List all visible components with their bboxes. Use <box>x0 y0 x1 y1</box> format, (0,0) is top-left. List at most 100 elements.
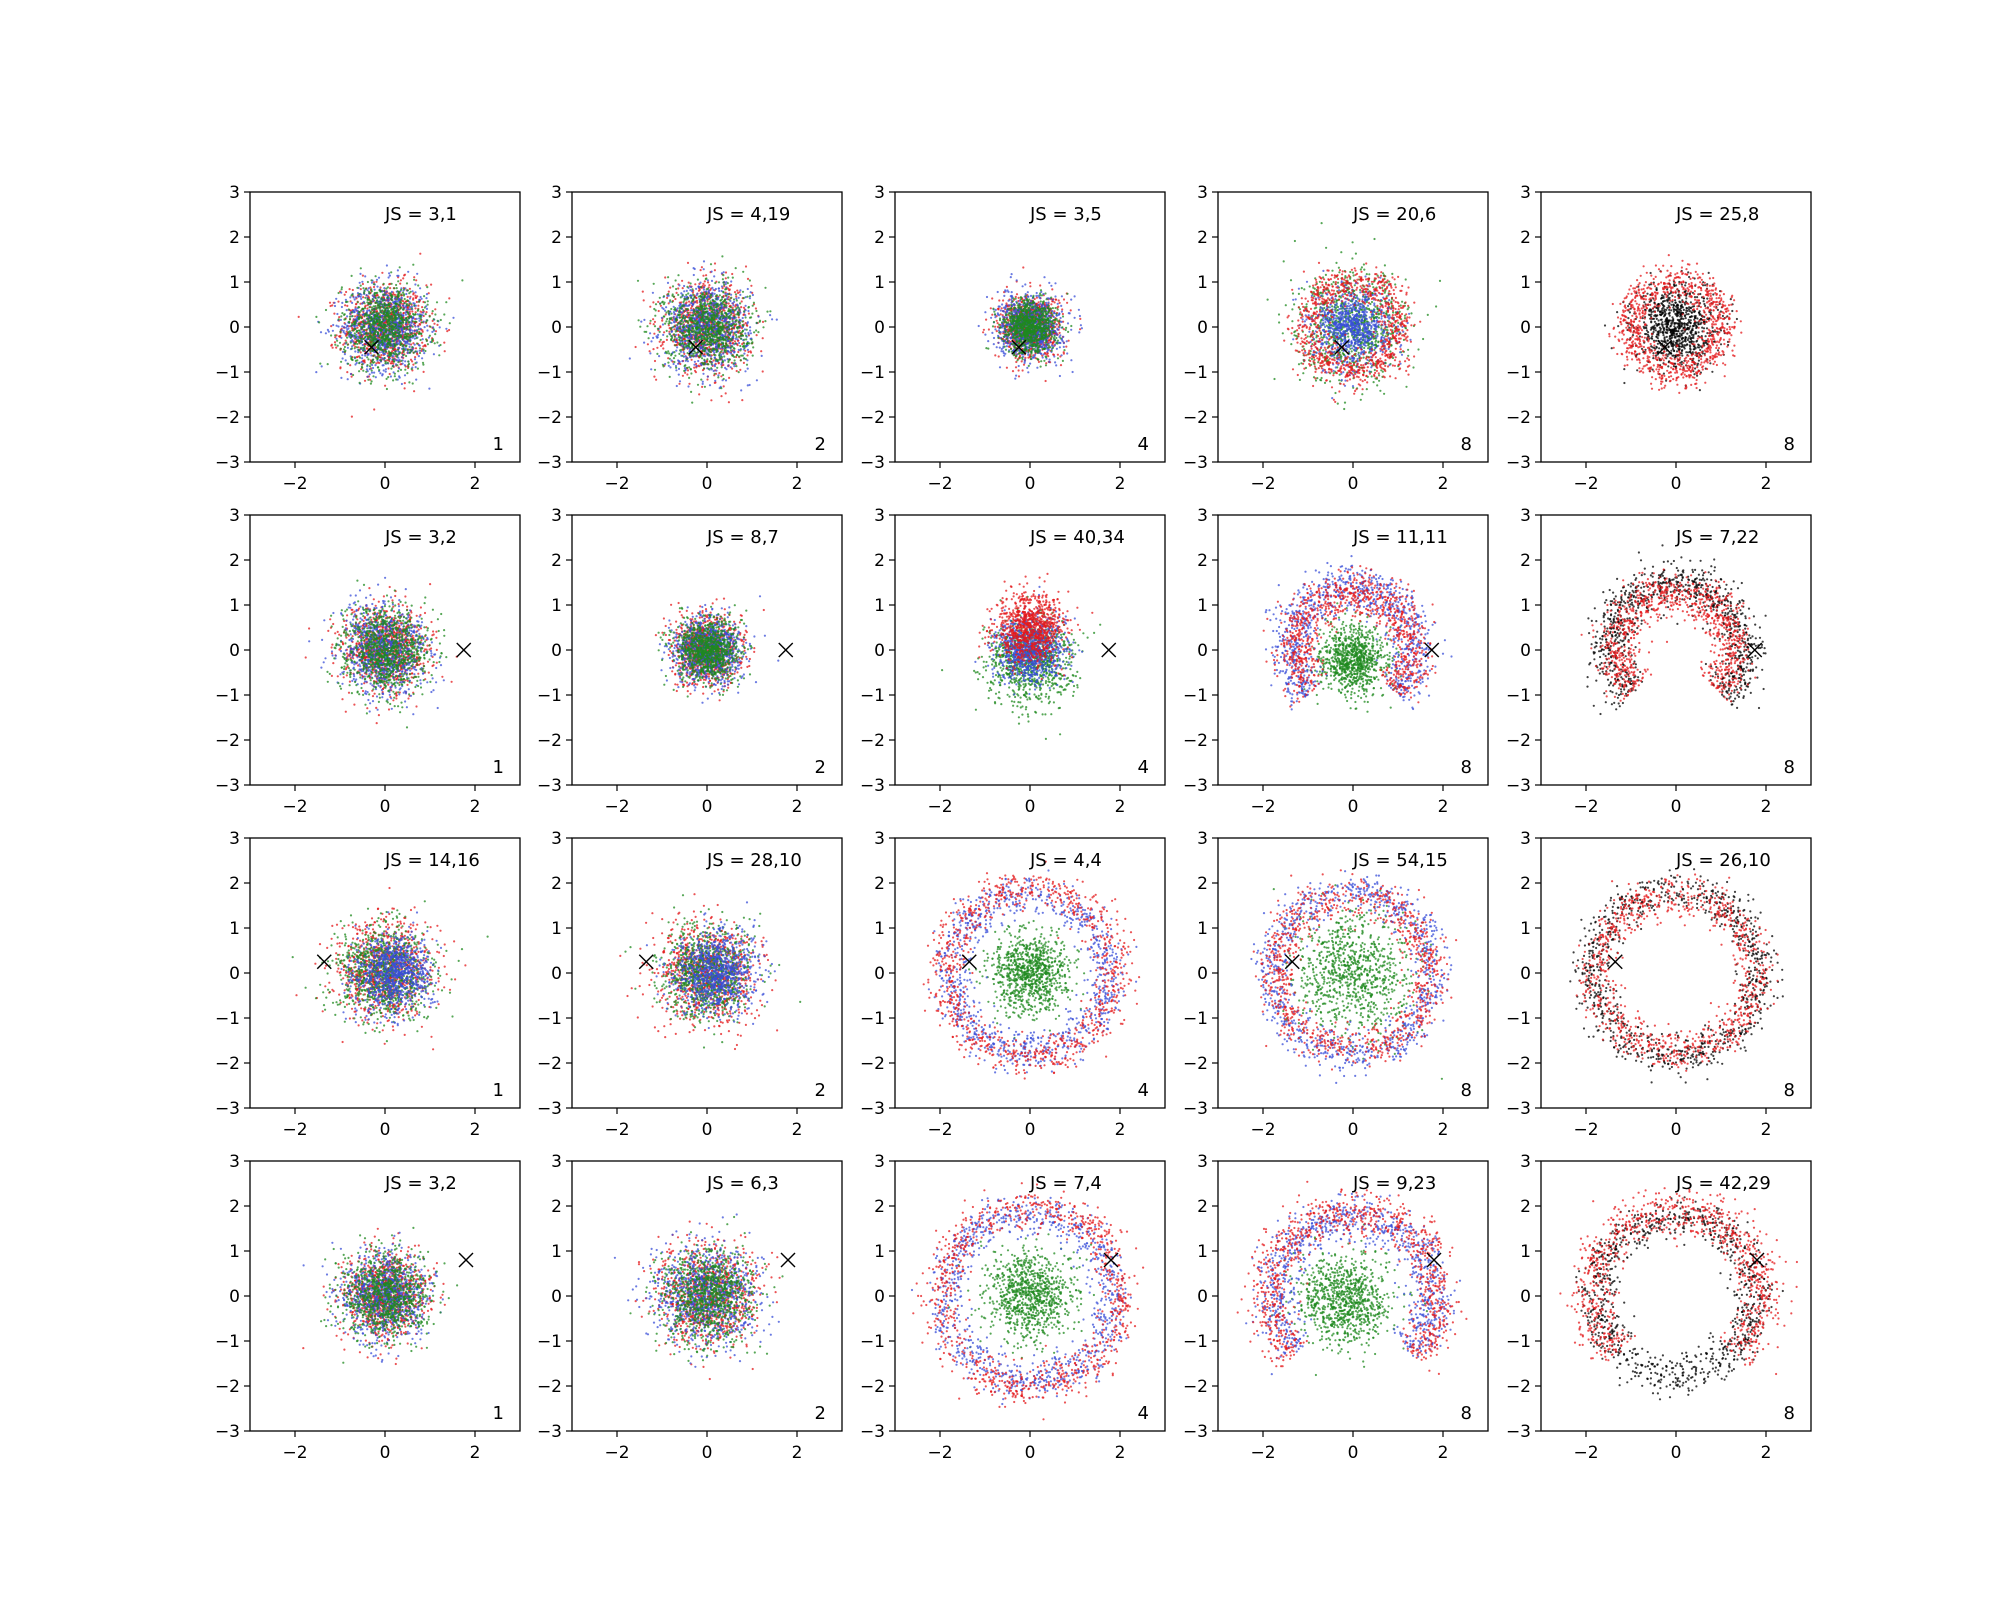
scatter-point <box>448 328 451 332</box>
scatter-point <box>725 306 728 309</box>
scatter-point <box>376 324 379 327</box>
scatter-point <box>745 363 749 366</box>
scatter-point <box>728 298 731 301</box>
scatter-point <box>370 354 373 357</box>
scatter-point <box>350 358 354 361</box>
scatter-point <box>387 307 390 310</box>
scatter-point <box>403 302 406 305</box>
scatter-point <box>717 314 721 317</box>
scatter-point <box>405 316 408 319</box>
scatter-point <box>734 337 737 340</box>
scatter-point <box>422 308 425 312</box>
scatter-point <box>681 287 684 290</box>
scatter-point <box>742 361 746 364</box>
scatter-point <box>699 311 702 314</box>
scatter-point <box>366 335 369 338</box>
scatter-point <box>341 357 344 360</box>
scatter-point <box>400 288 403 291</box>
scatter-point <box>755 329 758 332</box>
scatter-point <box>358 281 361 284</box>
scatter-point <box>409 295 412 298</box>
scatter-point <box>402 312 405 315</box>
scatter-point <box>675 349 678 352</box>
scatter-point <box>396 306 399 309</box>
scatter-point <box>375 278 379 281</box>
scatter-point <box>377 345 380 348</box>
scatter-point <box>354 319 357 322</box>
scatter-point <box>403 318 406 322</box>
scatter-point <box>376 310 379 313</box>
scatter-point <box>423 326 426 329</box>
scatter-point <box>677 359 680 362</box>
scatter-point <box>722 281 725 284</box>
scatter-point <box>668 375 671 378</box>
scatter-point <box>725 368 728 371</box>
scatter-point <box>713 320 717 323</box>
scatter-point <box>398 315 401 318</box>
scatter-point <box>406 348 409 351</box>
scatter-point <box>656 346 659 349</box>
scatter-point <box>692 354 695 357</box>
scatter-point <box>735 355 738 359</box>
scatter-point <box>384 370 387 373</box>
scatter-point <box>713 262 717 265</box>
scatter-point <box>389 311 392 314</box>
scatter-point <box>397 325 400 328</box>
scatter-point <box>397 361 400 364</box>
scatter-point <box>396 364 399 367</box>
scatter-point <box>345 341 348 344</box>
scatter-point <box>359 302 362 305</box>
scatter-point <box>675 340 678 343</box>
scatter-point <box>727 401 731 404</box>
scatter-point <box>731 319 734 322</box>
scatter-point <box>359 284 362 287</box>
scatter-point <box>682 343 686 346</box>
scatter-point <box>381 342 384 345</box>
scatter-point <box>367 358 370 361</box>
scatter-point <box>734 267 737 270</box>
scatter-point <box>408 292 411 295</box>
scatter-point <box>353 298 356 301</box>
scatter-point <box>732 304 735 307</box>
scatter-point <box>683 329 686 332</box>
scatter-point <box>744 316 747 319</box>
scatter-point <box>370 306 374 309</box>
scatter-point <box>376 299 379 302</box>
scatter-point <box>667 302 670 305</box>
scatter-point <box>696 332 699 335</box>
scatter-point <box>396 321 399 324</box>
scatter-point <box>337 300 340 303</box>
scatter-point <box>745 328 748 331</box>
scatter-point <box>652 336 655 339</box>
scatter-point <box>667 324 670 327</box>
scatter-point <box>731 316 734 319</box>
scatter-point <box>426 324 429 327</box>
scatter-point <box>665 338 669 341</box>
scatter-point <box>386 346 390 349</box>
scatter-point <box>340 288 343 291</box>
scatter-point <box>410 315 413 318</box>
scatter-point <box>399 314 402 317</box>
scatter-point <box>703 286 706 289</box>
scatter-point <box>347 362 350 365</box>
scatter-point <box>401 362 404 365</box>
scatter-point <box>385 377 388 380</box>
scatter-point <box>401 291 405 294</box>
scatter-point <box>728 320 731 324</box>
scatter-point <box>395 355 399 358</box>
scatter-point <box>359 295 362 298</box>
scatter-point <box>416 367 419 370</box>
scatter-point <box>352 373 355 377</box>
scatter-point <box>723 359 727 362</box>
scatter-point <box>655 378 658 381</box>
scatter-point <box>743 342 746 345</box>
scatter-point <box>381 314 384 317</box>
scatter-point <box>399 368 403 371</box>
scatter-point <box>387 350 390 353</box>
scatter-point <box>376 291 379 294</box>
scatter-point <box>715 297 718 300</box>
scatter-point <box>372 319 375 323</box>
scatter-point <box>664 322 667 325</box>
scatter-point <box>761 370 764 373</box>
